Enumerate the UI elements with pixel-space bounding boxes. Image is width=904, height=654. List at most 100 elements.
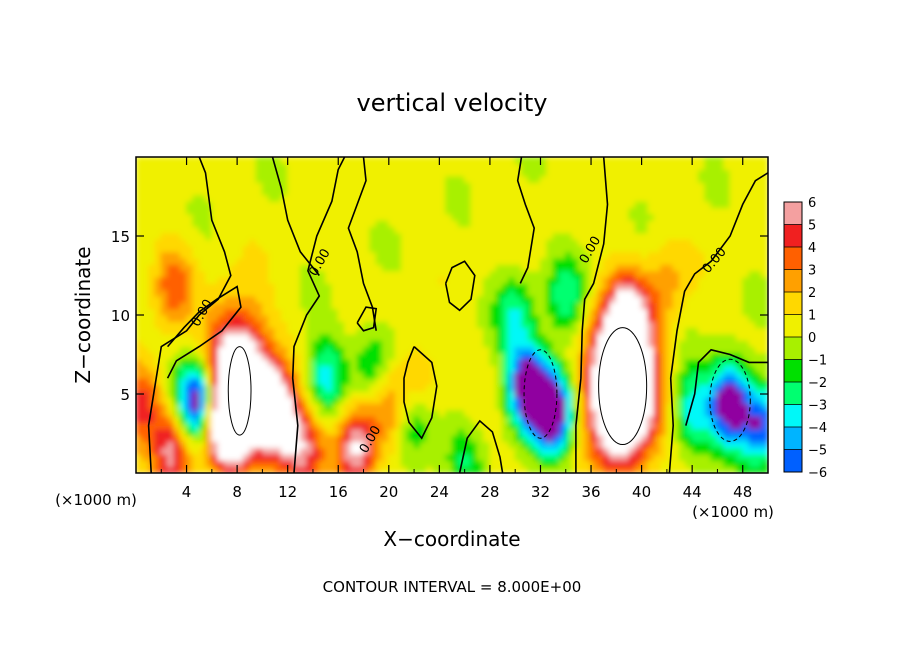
- field-cell: [167, 346, 175, 354]
- field-cell: [754, 219, 763, 228]
- field-cell: [546, 175, 554, 183]
- field-cell: [476, 402, 485, 411]
- field-cell: [451, 169, 459, 177]
- field-cell: [571, 257, 579, 265]
- field-cell: [445, 377, 453, 386]
- field-cell: [413, 301, 421, 310]
- field-cell: [293, 466, 301, 473]
- field-cell: [445, 301, 453, 310]
- field-cell: [691, 320, 699, 329]
- field-cell: [331, 346, 339, 354]
- field-cell: [179, 282, 188, 291]
- field-cell: [622, 226, 630, 234]
- field-cell: [445, 181, 453, 190]
- field-cell: [672, 459, 681, 468]
- field-cell: [369, 270, 377, 278]
- field-cell: [704, 257, 712, 265]
- field-cell: [735, 421, 744, 430]
- field-cell: [539, 327, 548, 335]
- field-cell: [476, 415, 485, 423]
- field-cell: [375, 282, 383, 291]
- field-cell: [312, 226, 320, 234]
- field-cell: [179, 207, 188, 215]
- field-cell: [274, 327, 282, 335]
- field-cell: [628, 339, 636, 348]
- field-cell: [274, 415, 282, 423]
- field-cell: [527, 453, 535, 461]
- field-cell: [223, 157, 232, 164]
- field-cell: [615, 169, 624, 177]
- field-cell: [173, 301, 181, 310]
- field-cell: [148, 270, 156, 278]
- field-cell: [603, 308, 611, 316]
- field-cell: [249, 390, 257, 398]
- field-cell: [603, 301, 611, 310]
- field-cell: [141, 415, 150, 423]
- field-cell: [634, 415, 643, 423]
- field-cell: [653, 169, 662, 177]
- field-cell: [268, 384, 276, 392]
- field-cell: [160, 339, 169, 348]
- field-cell: [179, 238, 188, 246]
- field-cell: [754, 270, 763, 278]
- field-cell: [160, 453, 169, 461]
- field-cell: [223, 333, 232, 341]
- field-cell: [672, 358, 681, 367]
- field-cell: [331, 358, 339, 367]
- field-cell: [571, 282, 579, 291]
- field-cell: [495, 390, 504, 398]
- field-cell: [148, 282, 156, 291]
- field-cell: [647, 320, 655, 329]
- field-cell: [666, 194, 674, 202]
- field-cell: [211, 244, 219, 253]
- field-cell: [280, 219, 289, 228]
- field-cell: [299, 434, 308, 442]
- field-cell: [426, 314, 434, 322]
- field-cell: [596, 371, 605, 379]
- field-cell: [558, 301, 567, 310]
- field-cell: [577, 238, 586, 246]
- field-cell: [136, 188, 143, 196]
- field-cell: [761, 289, 768, 297]
- field-cell: [261, 320, 270, 329]
- field-cell: [325, 447, 333, 455]
- field-cell: [400, 447, 409, 455]
- field-cell: [571, 415, 579, 423]
- field-cell: [407, 371, 415, 379]
- field-cell: [457, 289, 466, 297]
- field-cell: [476, 308, 485, 316]
- field-cell: [344, 358, 352, 367]
- field-cell: [539, 301, 548, 310]
- field-cell: [539, 396, 548, 404]
- field-cell: [552, 346, 560, 354]
- field-cell: [470, 213, 478, 221]
- field-cell: [306, 415, 314, 423]
- field-cell: [154, 188, 162, 196]
- field-cell: [356, 384, 365, 392]
- field-cell: [514, 447, 523, 455]
- field-cell: [337, 263, 346, 272]
- field-cell: [653, 276, 662, 284]
- field-cell: [217, 181, 225, 190]
- field-cell: [407, 219, 415, 228]
- field-cell: [211, 320, 219, 329]
- field-cell: [413, 384, 421, 392]
- field-cell: [603, 358, 611, 367]
- field-cell: [337, 175, 346, 183]
- field-cell: [350, 421, 358, 430]
- field-cell: [647, 327, 655, 335]
- field-cell: [438, 352, 447, 360]
- field-cell: [697, 257, 706, 265]
- field-cell: [394, 244, 402, 253]
- field-cell: [558, 238, 567, 246]
- field-cell: [363, 188, 371, 196]
- field-cell: [280, 289, 289, 297]
- field-cell: [217, 459, 225, 468]
- field-cell: [217, 396, 225, 404]
- field-cell: [521, 440, 529, 449]
- field-cell: [242, 207, 251, 215]
- field-cell: [672, 453, 681, 461]
- field-cell: [508, 232, 516, 240]
- field-cell: [268, 157, 276, 164]
- field-cell: [217, 377, 225, 386]
